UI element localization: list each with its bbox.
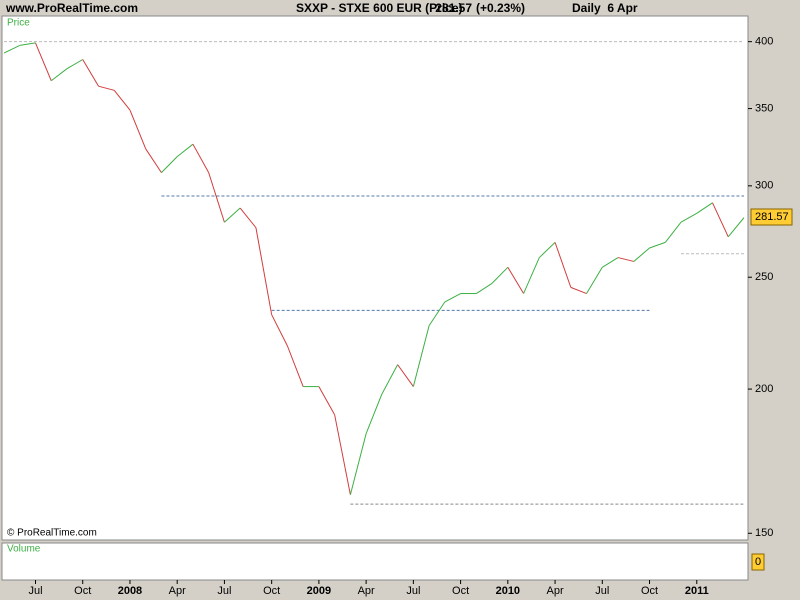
price-segment — [365, 393, 383, 434]
price-segment — [507, 267, 525, 294]
x-tick-label: Apr — [547, 585, 564, 597]
site: www.ProRealTime.com — [5, 1, 138, 15]
price-segment — [680, 212, 698, 223]
price-segment — [554, 242, 572, 288]
y-tick-label: 350 — [755, 102, 773, 114]
price-segment — [538, 242, 556, 258]
y-tick-label: 400 — [755, 36, 773, 48]
price-segment — [334, 414, 351, 495]
y-tick-label: 200 — [755, 383, 773, 395]
price-segment — [727, 217, 745, 238]
price-segment — [239, 207, 257, 228]
price-segment — [98, 85, 115, 91]
price: 281.57 — [435, 1, 472, 15]
x-tick-label: Oct — [263, 585, 280, 597]
price-segment — [192, 143, 210, 173]
x-tick-label: Jul — [595, 585, 609, 597]
x-tick-label: Apr — [358, 585, 375, 597]
price-segment — [633, 247, 650, 262]
price-segment — [397, 364, 414, 387]
price-segment — [523, 257, 540, 294]
x-tick-label: 2010 — [496, 585, 520, 597]
price-segment — [602, 257, 619, 268]
x-tick-label: Jul — [406, 585, 420, 597]
price-segment — [349, 433, 367, 495]
x-tick-label: Oct — [452, 585, 469, 597]
copyright: © ProRealTime.com — [7, 528, 97, 539]
price-panel — [1, 15, 749, 541]
x-tick-label: 2011 — [685, 585, 709, 597]
price-segment — [491, 266, 509, 284]
price-segment — [476, 282, 493, 294]
x-tick-label: Jul — [28, 585, 42, 597]
price-segment — [255, 227, 273, 315]
price-segment — [318, 386, 336, 416]
price-segment — [428, 301, 446, 326]
x-tick-label: Oct — [641, 585, 658, 597]
x-tick-label: 2009 — [307, 585, 331, 597]
price-segment — [66, 59, 83, 70]
price-segment — [286, 345, 304, 387]
y-tick-label: 300 — [755, 180, 773, 192]
last-price-tag — [750, 208, 793, 226]
volume-tag — [751, 553, 765, 571]
price-segment — [208, 172, 225, 223]
price-segment — [570, 286, 587, 294]
price-segment — [712, 202, 729, 238]
price-segment — [586, 267, 603, 294]
price-segment — [82, 59, 99, 87]
price-segment — [113, 89, 131, 111]
volume-tick-label: 0 — [755, 556, 761, 568]
price-segment — [145, 148, 162, 173]
price-segment — [176, 143, 194, 158]
price-segment — [412, 325, 430, 387]
x-tick-label: Jul — [217, 585, 231, 597]
volume-label: Volume — [7, 544, 41, 555]
price-segment — [664, 221, 682, 243]
chart-title: SXXP - STXE 600 EUR (Price) — [296, 1, 463, 15]
price-segment — [19, 42, 36, 46]
price-segment — [161, 156, 178, 174]
price-segment — [696, 202, 713, 214]
price-segment — [3, 44, 20, 54]
price-segment — [224, 207, 241, 223]
x-tick-label: 2008 — [118, 585, 142, 597]
volume-panel — [1, 542, 749, 581]
x-tick-label: Oct — [74, 585, 91, 597]
price-segment — [649, 241, 666, 249]
change: (+0.23%) — [476, 1, 525, 15]
price-segment — [381, 364, 399, 395]
last-price-label: 281.57 — [755, 211, 789, 223]
price-segment — [129, 109, 147, 150]
price-segment — [50, 68, 68, 82]
price-segment — [35, 42, 52, 81]
period: Daily 6 Apr — [572, 1, 638, 15]
panel-label: Price — [7, 18, 30, 29]
price-segment — [444, 293, 461, 303]
y-tick-label: 250 — [755, 271, 773, 283]
price-segment — [271, 314, 288, 347]
y-tick-label: 150 — [755, 527, 773, 539]
x-tick-label: Apr — [169, 585, 186, 597]
price-segment — [617, 257, 634, 262]
